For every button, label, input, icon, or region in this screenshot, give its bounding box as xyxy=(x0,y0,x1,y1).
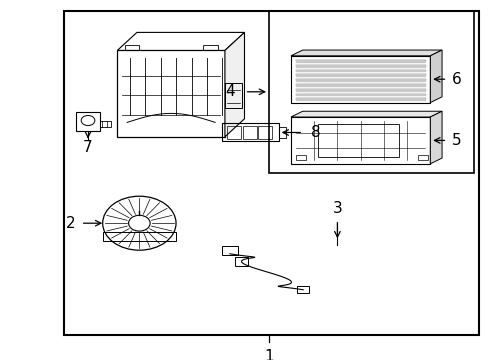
Polygon shape xyxy=(290,111,441,117)
Bar xyxy=(222,246,237,255)
Bar xyxy=(317,124,398,157)
Text: 3: 3 xyxy=(332,201,342,216)
Polygon shape xyxy=(117,32,244,50)
Polygon shape xyxy=(290,50,441,56)
Polygon shape xyxy=(295,70,425,71)
Text: 8: 8 xyxy=(310,125,320,140)
Bar xyxy=(278,127,285,138)
Bar xyxy=(100,121,111,127)
Bar xyxy=(124,45,139,50)
Text: 2: 2 xyxy=(66,216,76,231)
Text: 1: 1 xyxy=(264,349,273,360)
Bar xyxy=(297,286,308,293)
Polygon shape xyxy=(295,65,425,67)
Bar xyxy=(290,56,429,103)
Bar xyxy=(63,11,478,335)
Polygon shape xyxy=(295,60,425,62)
Text: 6: 6 xyxy=(451,72,461,87)
Bar xyxy=(222,123,278,141)
Polygon shape xyxy=(295,98,425,100)
Bar xyxy=(295,155,305,160)
Bar xyxy=(117,50,224,137)
Text: 7: 7 xyxy=(83,140,93,155)
Polygon shape xyxy=(224,32,244,137)
Polygon shape xyxy=(295,84,425,86)
Bar xyxy=(227,126,241,139)
Polygon shape xyxy=(429,50,441,103)
Text: 5: 5 xyxy=(451,133,461,148)
Bar xyxy=(102,232,176,241)
Polygon shape xyxy=(295,89,425,91)
Bar xyxy=(76,112,100,131)
Bar xyxy=(290,117,429,164)
Polygon shape xyxy=(295,79,425,81)
Bar xyxy=(243,126,256,139)
Bar xyxy=(268,11,473,173)
Bar xyxy=(224,83,242,108)
Text: 4: 4 xyxy=(224,84,234,99)
Polygon shape xyxy=(429,111,441,164)
Bar xyxy=(417,155,427,160)
Polygon shape xyxy=(295,75,425,76)
Bar xyxy=(235,257,247,266)
Bar xyxy=(258,126,272,139)
Bar xyxy=(203,45,217,50)
Polygon shape xyxy=(295,94,425,95)
